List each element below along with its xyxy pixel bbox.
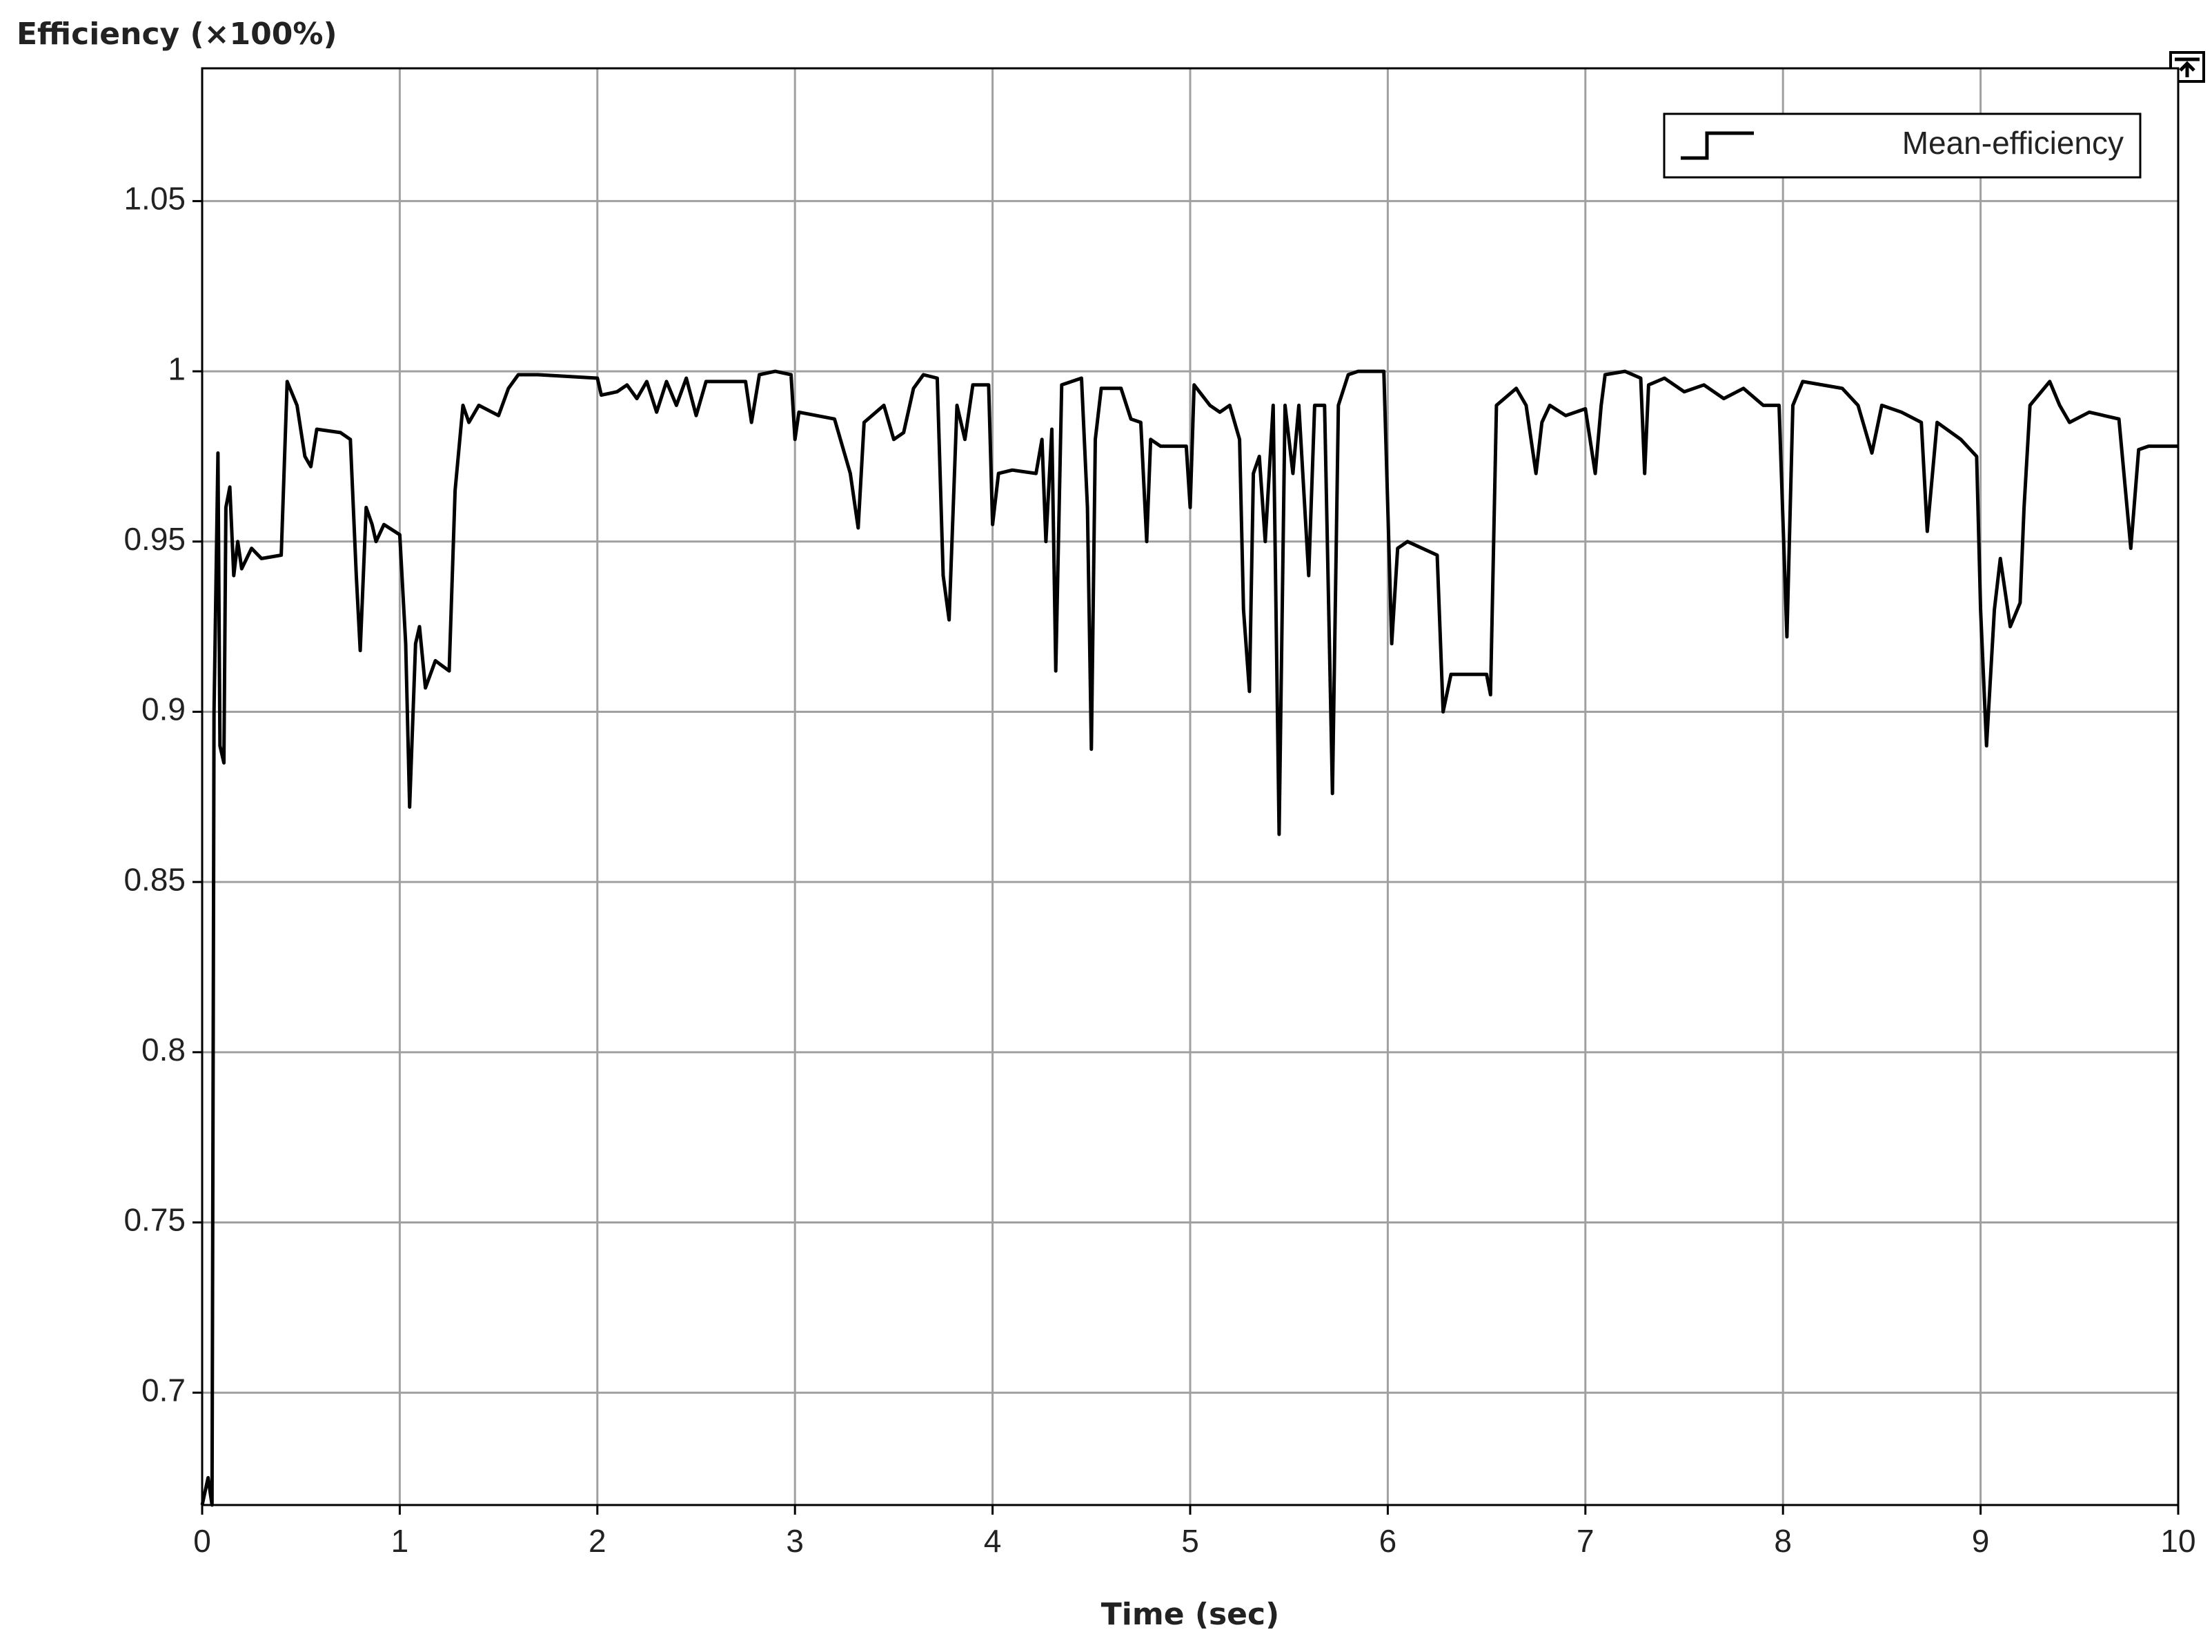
x-tick-label: 4 bbox=[984, 1523, 1002, 1559]
x-tick-label: 1 bbox=[391, 1523, 409, 1559]
x-tick-label: 6 bbox=[1379, 1523, 1397, 1559]
data-line bbox=[200, 369, 2178, 1507]
y-tick-label: 0.75 bbox=[124, 1202, 186, 1238]
x-tick-label: 8 bbox=[1774, 1523, 1792, 1559]
x-axis-label: Time (sec) bbox=[1101, 1597, 1279, 1632]
y-tick-label: 0.8 bbox=[141, 1032, 186, 1068]
legend-swatch bbox=[1681, 131, 1754, 160]
y-tick-label: 0.95 bbox=[124, 521, 186, 557]
y-tick-label: 0.7 bbox=[141, 1372, 186, 1408]
y-tick-label: 1 bbox=[168, 351, 186, 386]
y-tick-label: 0.85 bbox=[124, 861, 186, 897]
x-tick-label: 5 bbox=[1181, 1523, 1199, 1559]
x-tick-label: 10 bbox=[2160, 1523, 2195, 1559]
y-tick-label: 1.05 bbox=[124, 181, 186, 217]
x-tick-label: 0 bbox=[193, 1523, 211, 1559]
y-tick-label: 0.9 bbox=[141, 691, 186, 727]
x-tick-label: 2 bbox=[589, 1523, 606, 1559]
x-tick-label: 7 bbox=[1577, 1523, 1594, 1559]
chart-title: Efficiency (×100%) bbox=[17, 17, 337, 52]
x-tick-label: 3 bbox=[786, 1523, 804, 1559]
x-tick-label: 9 bbox=[1972, 1523, 1990, 1559]
legend-box bbox=[1663, 112, 2142, 179]
plot-frame bbox=[201, 67, 2180, 1506]
legend-label: Mean-efficiency bbox=[1902, 125, 2124, 161]
